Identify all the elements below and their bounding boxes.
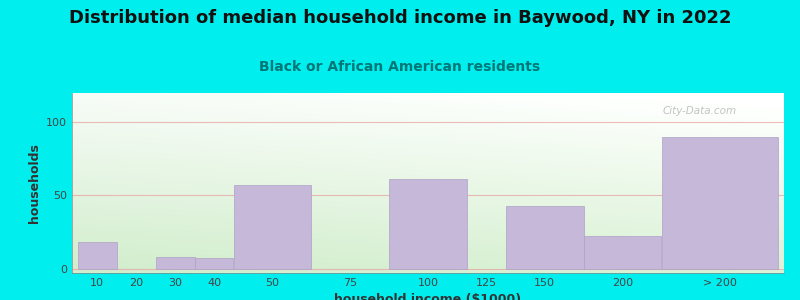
Y-axis label: households: households [27, 143, 41, 223]
Bar [194, 258, 234, 268]
Bar [662, 137, 778, 268]
X-axis label: household income ($1000): household income ($1000) [334, 293, 522, 300]
Text: City-Data.com: City-Data.com [663, 106, 737, 116]
Bar [234, 185, 311, 268]
Bar [78, 242, 117, 268]
Bar [506, 206, 583, 268]
Bar [156, 257, 194, 268]
Text: Black or African American residents: Black or African American residents [259, 60, 541, 74]
Bar [389, 179, 467, 268]
Text: Distribution of median household income in Baywood, NY in 2022: Distribution of median household income … [69, 9, 731, 27]
Bar [584, 236, 662, 268]
